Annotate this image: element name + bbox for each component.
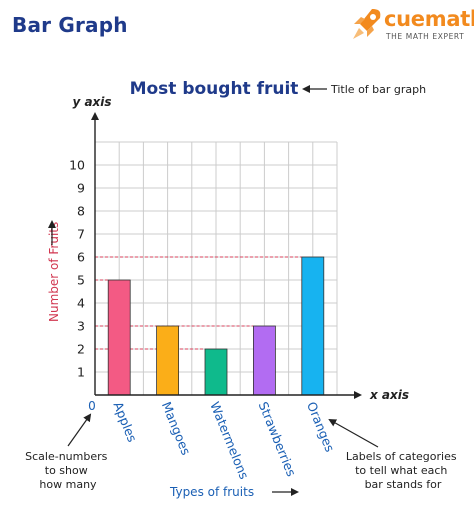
brand-logo: cuemath THE MATH EXPERT [350,6,474,46]
category-label: Apples [110,400,140,445]
y-tick-labels: 1 2 3 4 5 6 7 8 9 10 [69,158,85,380]
y-tick-label: 8 [77,204,85,219]
scale-note: Scale-numbers to show how many [25,450,111,491]
labels-note-arrow [328,419,379,448]
y-tick-label: 10 [69,158,85,173]
labels-note: Labels of categories to tell what each b… [346,450,460,491]
labels-note-line: to tell what each [355,464,447,477]
rocket-icon [353,9,381,39]
title-note: Title of bar graph [330,83,426,96]
y-tick-label: 5 [77,273,85,288]
bar-watermelons [204,348,228,396]
y-tick-label: 4 [77,296,85,311]
category-label: Mangoes [159,400,194,458]
y-tick-label: 1 [77,365,85,380]
x-axis-label: Types of fruits [169,485,254,499]
category-label: Oranges [304,400,338,454]
bars [107,256,325,396]
page-heading: Bar Graph [12,13,128,37]
labels-note-line: bar stands for [365,478,442,491]
y-tick-label: 6 [77,250,85,265]
y-axis-label: Number of Fruits [47,222,61,322]
y-tick-label: 7 [77,227,85,242]
bar-mangoes [156,325,180,396]
scale-note-arrow [67,413,92,447]
logo-tagline: THE MATH EXPERT [386,32,465,41]
bar-strawberries [252,325,276,396]
y-axis-name: y axis [72,95,111,109]
origin-label: 0 [88,399,96,413]
labels-note-line: Labels of categories [346,450,457,463]
category-label: Strawberries [256,400,300,479]
category-labels: Apples Mangoes Watermelons Strawberries Oran… [110,400,337,482]
chart-title: Most bought fruit [130,79,299,99]
y-tick-label: 3 [77,319,85,334]
scale-note-line: how many [39,478,97,491]
y-tick-label: 9 [77,181,85,196]
logo-wordmark: cuemath [384,7,474,31]
category-label: Watermelons [207,400,252,482]
y-tick-label: 2 [77,342,85,357]
scale-note-line: to show [45,464,88,477]
bar-oranges [301,256,325,396]
bar-apples [107,279,131,396]
scale-note-line: Scale-numbers [25,450,107,463]
x-axis-name: x axis [369,388,409,402]
